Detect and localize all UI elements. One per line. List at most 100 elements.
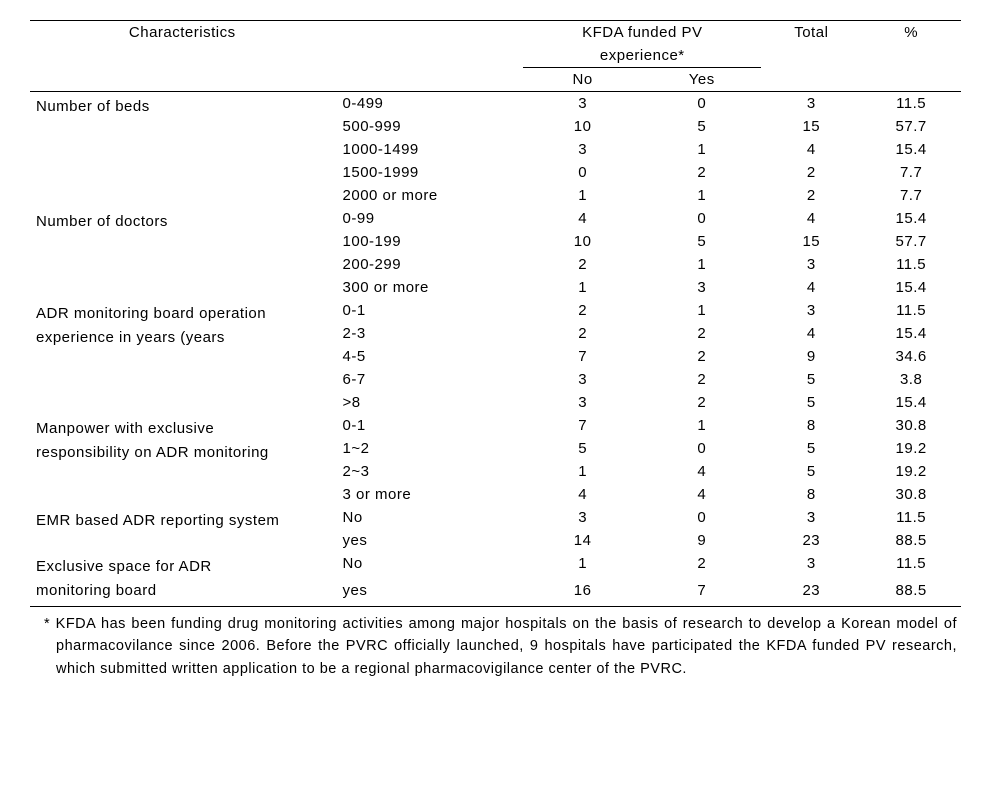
total-cell: 4 [761, 207, 861, 230]
no-cell: 1 [523, 184, 642, 207]
yes-cell: 1 [642, 299, 761, 322]
hdr-characteristics: Characteristics [30, 21, 335, 92]
total-cell: 9 [761, 345, 861, 368]
pct-cell: 15.4 [861, 207, 961, 230]
total-cell: 8 [761, 483, 861, 506]
category-cell: yes [335, 579, 524, 607]
data-table: Characteristics KFDA funded PV Total % e… [30, 20, 961, 607]
pct-cell: 11.5 [861, 253, 961, 276]
hdr-kfda-line1: KFDA funded PV [523, 21, 761, 45]
no-cell: 3 [523, 92, 642, 116]
no-cell: 4 [523, 483, 642, 506]
no-cell: 2 [523, 299, 642, 322]
yes-cell: 1 [642, 184, 761, 207]
category-cell: No [335, 506, 524, 529]
pct-cell: 15.4 [861, 276, 961, 299]
pct-cell: 11.5 [861, 506, 961, 529]
yes-cell: 4 [642, 483, 761, 506]
category-cell: 4-5 [335, 345, 524, 368]
no-cell: 10 [523, 115, 642, 138]
total-cell: 3 [761, 299, 861, 322]
category-cell: 3 or more [335, 483, 524, 506]
pct-cell: 7.7 [861, 184, 961, 207]
category-cell: 0-1 [335, 414, 524, 437]
category-cell: 500-999 [335, 115, 524, 138]
yes-cell: 7 [642, 579, 761, 607]
total-cell: 4 [761, 276, 861, 299]
total-cell: 3 [761, 552, 861, 579]
total-cell: 5 [761, 460, 861, 483]
total-cell: 23 [761, 529, 861, 552]
category-cell: 1000-1499 [335, 138, 524, 161]
total-cell: 2 [761, 184, 861, 207]
no-cell: 2 [523, 253, 642, 276]
yes-cell: 2 [642, 345, 761, 368]
no-cell: 7 [523, 414, 642, 437]
no-cell: 5 [523, 437, 642, 460]
hdr-kfda-line2: experience* [523, 44, 761, 68]
no-cell: 3 [523, 391, 642, 414]
total-cell: 3 [761, 253, 861, 276]
yes-cell: 2 [642, 322, 761, 345]
category-cell: yes [335, 529, 524, 552]
yes-cell: 2 [642, 391, 761, 414]
pct-cell: 57.7 [861, 230, 961, 253]
yes-cell: 0 [642, 437, 761, 460]
no-cell: 3 [523, 506, 642, 529]
category-cell: No [335, 552, 524, 579]
no-cell: 1 [523, 460, 642, 483]
characteristic-label: Manpower with exclusive responsibility o… [36, 417, 329, 465]
hdr-no: No [523, 68, 642, 92]
pct-cell: 3.8 [861, 368, 961, 391]
total-cell: 3 [761, 506, 861, 529]
no-cell: 1 [523, 552, 642, 579]
pct-cell: 11.5 [861, 92, 961, 116]
category-cell: 6-7 [335, 368, 524, 391]
total-cell: 2 [761, 161, 861, 184]
yes-cell: 0 [642, 207, 761, 230]
hdr-yes: Yes [642, 68, 761, 92]
category-cell: >8 [335, 391, 524, 414]
category-cell: 2~3 [335, 460, 524, 483]
category-cell: 300 or more [335, 276, 524, 299]
yes-cell: 4 [642, 460, 761, 483]
total-cell: 15 [761, 115, 861, 138]
footnote: * KFDA has been funding drug monitoring … [52, 607, 961, 680]
no-cell: 2 [523, 322, 642, 345]
category-cell: 0-99 [335, 207, 524, 230]
no-cell: 7 [523, 345, 642, 368]
pct-cell: 19.2 [861, 460, 961, 483]
total-cell: 15 [761, 230, 861, 253]
total-cell: 3 [761, 92, 861, 116]
characteristic-label: EMR based ADR reporting system [36, 509, 329, 533]
no-cell: 14 [523, 529, 642, 552]
total-cell: 4 [761, 138, 861, 161]
yes-cell: 3 [642, 276, 761, 299]
pct-cell: 88.5 [861, 579, 961, 607]
category-cell: 1500-1999 [335, 161, 524, 184]
pct-cell: 88.5 [861, 529, 961, 552]
category-cell: 2000 or more [335, 184, 524, 207]
characteristic-label: ADR monitoring board operation experienc… [36, 302, 329, 350]
pct-cell: 11.5 [861, 299, 961, 322]
hdr-total: Total [761, 21, 861, 92]
pct-cell: 15.4 [861, 138, 961, 161]
yes-cell: 5 [642, 230, 761, 253]
total-cell: 8 [761, 414, 861, 437]
no-cell: 10 [523, 230, 642, 253]
no-cell: 4 [523, 207, 642, 230]
yes-cell: 2 [642, 161, 761, 184]
pct-cell: 30.8 [861, 483, 961, 506]
characteristic-label: Exclusive space for ADR monitoring board [36, 555, 329, 603]
no-cell: 16 [523, 579, 642, 607]
pct-cell: 15.4 [861, 322, 961, 345]
category-cell: 2-3 [335, 322, 524, 345]
total-cell: 5 [761, 368, 861, 391]
no-cell: 3 [523, 368, 642, 391]
yes-cell: 0 [642, 92, 761, 116]
total-cell: 4 [761, 322, 861, 345]
yes-cell: 2 [642, 368, 761, 391]
pct-cell: 15.4 [861, 391, 961, 414]
pct-cell: 19.2 [861, 437, 961, 460]
no-cell: 1 [523, 276, 642, 299]
